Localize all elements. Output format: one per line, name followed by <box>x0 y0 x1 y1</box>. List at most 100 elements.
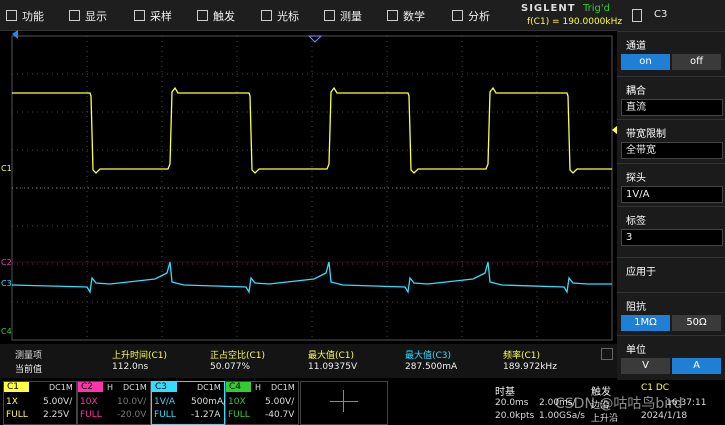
channel-name: C1 <box>4 382 29 392</box>
measure-value: 50.077% <box>210 362 251 372</box>
measure-header: 最大值(C3) <box>405 351 452 361</box>
menu-icon <box>197 10 208 21</box>
panel-value[interactable]: 直流 <box>621 99 723 116</box>
c3-wave <box>11 261 612 294</box>
measure-value: 112.0ns <box>112 362 149 372</box>
measure-bar <box>0 344 617 378</box>
timebase-rate: 1.00GSa/s <box>539 411 585 421</box>
watermark: CSDN @咕咕鸟bird <box>555 396 683 412</box>
c1-wave <box>12 86 612 174</box>
channel-scale: 5.00V/ <box>43 397 73 407</box>
channel-name: C3 <box>152 382 177 392</box>
channel-offset: -40.7V <box>265 410 295 420</box>
menu-icon <box>387 10 398 21</box>
waveform-area <box>11 30 617 341</box>
channel-name: C2 <box>78 382 103 392</box>
panel-option[interactable]: V <box>621 358 670 374</box>
channel-offset: -1.27A <box>191 410 221 420</box>
panel-label: 耦合 <box>626 86 646 97</box>
menu-item[interactable]: 功能 <box>22 10 44 23</box>
panel-divider <box>617 292 725 293</box>
measure-value: 287.500mA <box>405 362 458 372</box>
channel-bw: FULL <box>80 410 102 420</box>
frequency: f(C1) = 190.0000kHz <box>527 17 623 27</box>
channel-coupling: DC1M <box>49 383 73 392</box>
left-marker <box>12 30 18 39</box>
measure-header: 频率(C1) <box>503 351 541 361</box>
channel-marker: C1 <box>1 164 12 173</box>
menu-icon <box>324 10 335 21</box>
menu-item[interactable]: 采样 <box>150 10 172 23</box>
cross <box>330 401 358 402</box>
panel-divider <box>617 119 725 120</box>
panel-label: 带宽限制 <box>626 129 666 140</box>
measure-value: 189.972kHz <box>503 362 557 372</box>
panel-label: 单位 <box>626 345 646 356</box>
menu-icon <box>452 10 463 21</box>
panel-option[interactable]: on <box>621 54 670 70</box>
menu-item[interactable]: 显示 <box>85 10 107 23</box>
panel-value[interactable]: 全带宽 <box>621 142 723 159</box>
measure-header: 上升时间(C1) <box>112 351 168 361</box>
trigger-state: Trig'd <box>583 3 610 14</box>
panel-label: 探头 <box>626 173 646 184</box>
measure-header: 测量项 <box>15 351 43 361</box>
channel-offset: 2.25V <box>43 410 70 420</box>
panel-divider <box>617 257 725 258</box>
channel-coupling: DC1M <box>271 383 295 392</box>
panel-option[interactable]: 50Ω <box>672 315 721 331</box>
menu-item[interactable]: 数学 <box>403 10 425 23</box>
menu-item[interactable]: 触发 <box>213 10 235 23</box>
menu-icon <box>69 10 80 21</box>
channel-scale: 10.0V/ <box>117 397 147 407</box>
menu-icon <box>6 10 17 21</box>
trigger-marker <box>307 35 323 43</box>
timebase-delay: 20.0ms <box>495 398 529 408</box>
trigger-label: 触发 <box>591 387 611 398</box>
clock-date: 2024/1/18 <box>641 411 688 421</box>
panel-value[interactable]: 1V/A <box>621 186 723 203</box>
math-box <box>300 381 388 425</box>
panel-label: 标签 <box>626 216 646 227</box>
panel-option[interactable]: A <box>672 358 721 374</box>
menu-icon <box>134 10 145 21</box>
menu-item[interactable]: 光标 <box>277 10 299 23</box>
measure-header: 最大值(C1) <box>308 351 355 361</box>
channel-offset: -20.0V <box>117 410 147 420</box>
panel-value[interactable]: 3 <box>621 229 723 246</box>
menu-item[interactable]: 测量 <box>340 10 362 23</box>
measure-value: 当前值 <box>15 365 43 375</box>
channel-bw: FULL <box>6 410 28 420</box>
channel-coupling: DC1M <box>197 383 221 392</box>
channel-flag: H <box>255 383 262 392</box>
menu-icon <box>261 10 272 21</box>
menu-bar <box>0 0 725 31</box>
panel-label: 通道 <box>626 41 646 52</box>
timebase-label: 时基 <box>495 387 515 398</box>
panel-label: 阻抗 <box>626 302 646 313</box>
timebase-points: 20.0kpts <box>495 411 535 421</box>
panel-divider <box>617 76 725 77</box>
trigger-type: 边沿 <box>591 401 610 411</box>
channel-bw: FULL <box>228 410 250 420</box>
panel-divider <box>617 335 725 336</box>
channel-bw: FULL <box>154 410 176 420</box>
channel-probe: 1V/A <box>154 397 176 407</box>
measure-value: 11.09375V <box>308 362 358 372</box>
channel-scale: 500mA/ <box>191 397 227 407</box>
panel-divider <box>617 206 725 207</box>
panel-option[interactable]: off <box>672 54 721 70</box>
panel-icon <box>632 9 642 22</box>
menu-item[interactable]: 分析 <box>468 10 490 23</box>
level-marker <box>612 125 617 135</box>
channel-scale: 5.00V/ <box>265 397 295 407</box>
channel-probe: 10X <box>228 397 246 407</box>
channel-probe: 1X <box>6 397 18 407</box>
channel-flag: H <box>107 383 114 392</box>
timebase-scale: 2.00ms/ <box>539 398 576 408</box>
trigger-source: C1 DC <box>641 383 670 393</box>
panel-option[interactable]: 1MΩ <box>621 315 670 331</box>
channel-marker: C4 <box>1 327 12 336</box>
panel-title: C3 <box>654 9 668 20</box>
